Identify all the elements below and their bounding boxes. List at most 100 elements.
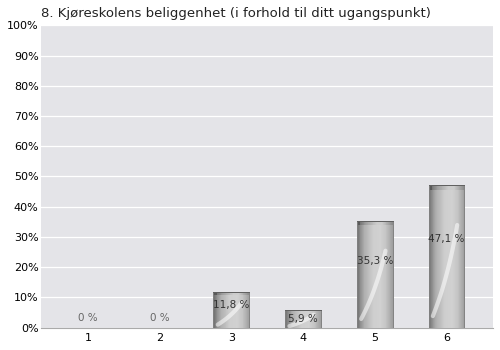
Bar xyxy=(245,292,246,328)
Bar xyxy=(230,292,231,328)
Bar xyxy=(243,292,244,295)
Bar xyxy=(242,292,243,295)
Bar xyxy=(228,292,229,328)
Bar xyxy=(429,185,430,328)
Bar xyxy=(434,185,435,190)
Bar xyxy=(244,292,245,295)
Bar xyxy=(236,292,237,328)
Bar xyxy=(359,221,360,328)
Bar xyxy=(382,221,383,328)
Bar xyxy=(229,292,230,295)
Bar xyxy=(244,292,245,328)
Bar xyxy=(445,185,446,190)
Bar xyxy=(239,292,240,328)
Bar xyxy=(318,310,319,328)
Bar xyxy=(234,292,235,328)
Bar xyxy=(431,185,432,190)
Bar xyxy=(457,185,458,190)
Bar xyxy=(442,185,443,190)
Bar xyxy=(445,185,446,328)
Bar xyxy=(377,221,378,328)
Bar xyxy=(379,221,380,328)
Bar xyxy=(243,292,244,328)
Bar xyxy=(429,185,430,190)
Bar xyxy=(220,292,221,295)
Bar xyxy=(308,310,309,328)
Bar xyxy=(305,310,306,312)
Bar xyxy=(364,221,365,225)
Bar xyxy=(385,221,386,328)
Bar xyxy=(300,310,301,328)
Text: 47,1 %: 47,1 % xyxy=(428,234,464,244)
Bar xyxy=(436,185,437,328)
Bar xyxy=(320,310,321,312)
Bar xyxy=(228,292,229,295)
Bar xyxy=(306,310,307,312)
Bar xyxy=(375,221,376,225)
Bar xyxy=(309,310,310,328)
Bar xyxy=(452,185,453,190)
Bar xyxy=(463,185,464,328)
Bar xyxy=(219,292,220,295)
Bar xyxy=(310,310,311,328)
Bar xyxy=(391,221,392,225)
Bar xyxy=(248,292,249,328)
Bar xyxy=(456,185,457,190)
Bar xyxy=(246,292,247,295)
Bar xyxy=(380,221,381,328)
Bar xyxy=(360,221,361,328)
Bar xyxy=(371,221,372,225)
Bar xyxy=(358,221,359,328)
Bar xyxy=(297,310,298,328)
Bar xyxy=(385,221,386,225)
Bar xyxy=(366,221,367,225)
Bar xyxy=(435,185,436,328)
Bar xyxy=(384,221,385,225)
Bar xyxy=(311,310,312,312)
Bar xyxy=(442,185,443,328)
Bar xyxy=(379,221,380,328)
Bar xyxy=(232,292,233,328)
Bar xyxy=(318,310,319,312)
Bar xyxy=(245,292,246,328)
Bar xyxy=(227,292,228,328)
Bar xyxy=(236,292,237,295)
Bar xyxy=(438,185,439,190)
Bar xyxy=(290,310,291,312)
Bar xyxy=(215,292,216,295)
Bar xyxy=(388,221,389,225)
Bar xyxy=(222,292,223,295)
Bar xyxy=(458,185,459,190)
Bar xyxy=(447,185,448,328)
Bar xyxy=(370,221,371,225)
Bar xyxy=(241,292,242,328)
Bar xyxy=(248,292,249,295)
Bar xyxy=(363,221,364,328)
Bar xyxy=(366,221,367,225)
Bar xyxy=(461,185,462,190)
Bar xyxy=(293,310,294,312)
Bar xyxy=(457,185,458,190)
Bar xyxy=(288,310,289,328)
Bar xyxy=(443,185,444,190)
Bar xyxy=(217,292,218,328)
Bar xyxy=(242,292,243,328)
Bar xyxy=(428,185,429,328)
Bar xyxy=(225,292,226,328)
Bar xyxy=(303,310,304,312)
Bar xyxy=(315,310,316,312)
Bar xyxy=(452,185,453,328)
Bar xyxy=(314,310,315,328)
Bar xyxy=(366,221,367,328)
Bar xyxy=(312,310,313,328)
Bar xyxy=(450,185,451,328)
Bar xyxy=(452,185,453,190)
Bar xyxy=(357,221,358,328)
Bar xyxy=(318,310,320,328)
Bar xyxy=(388,221,389,328)
Bar xyxy=(305,310,306,328)
Bar xyxy=(433,185,434,190)
Bar xyxy=(451,185,452,190)
Bar xyxy=(285,310,286,312)
Bar xyxy=(431,185,432,190)
